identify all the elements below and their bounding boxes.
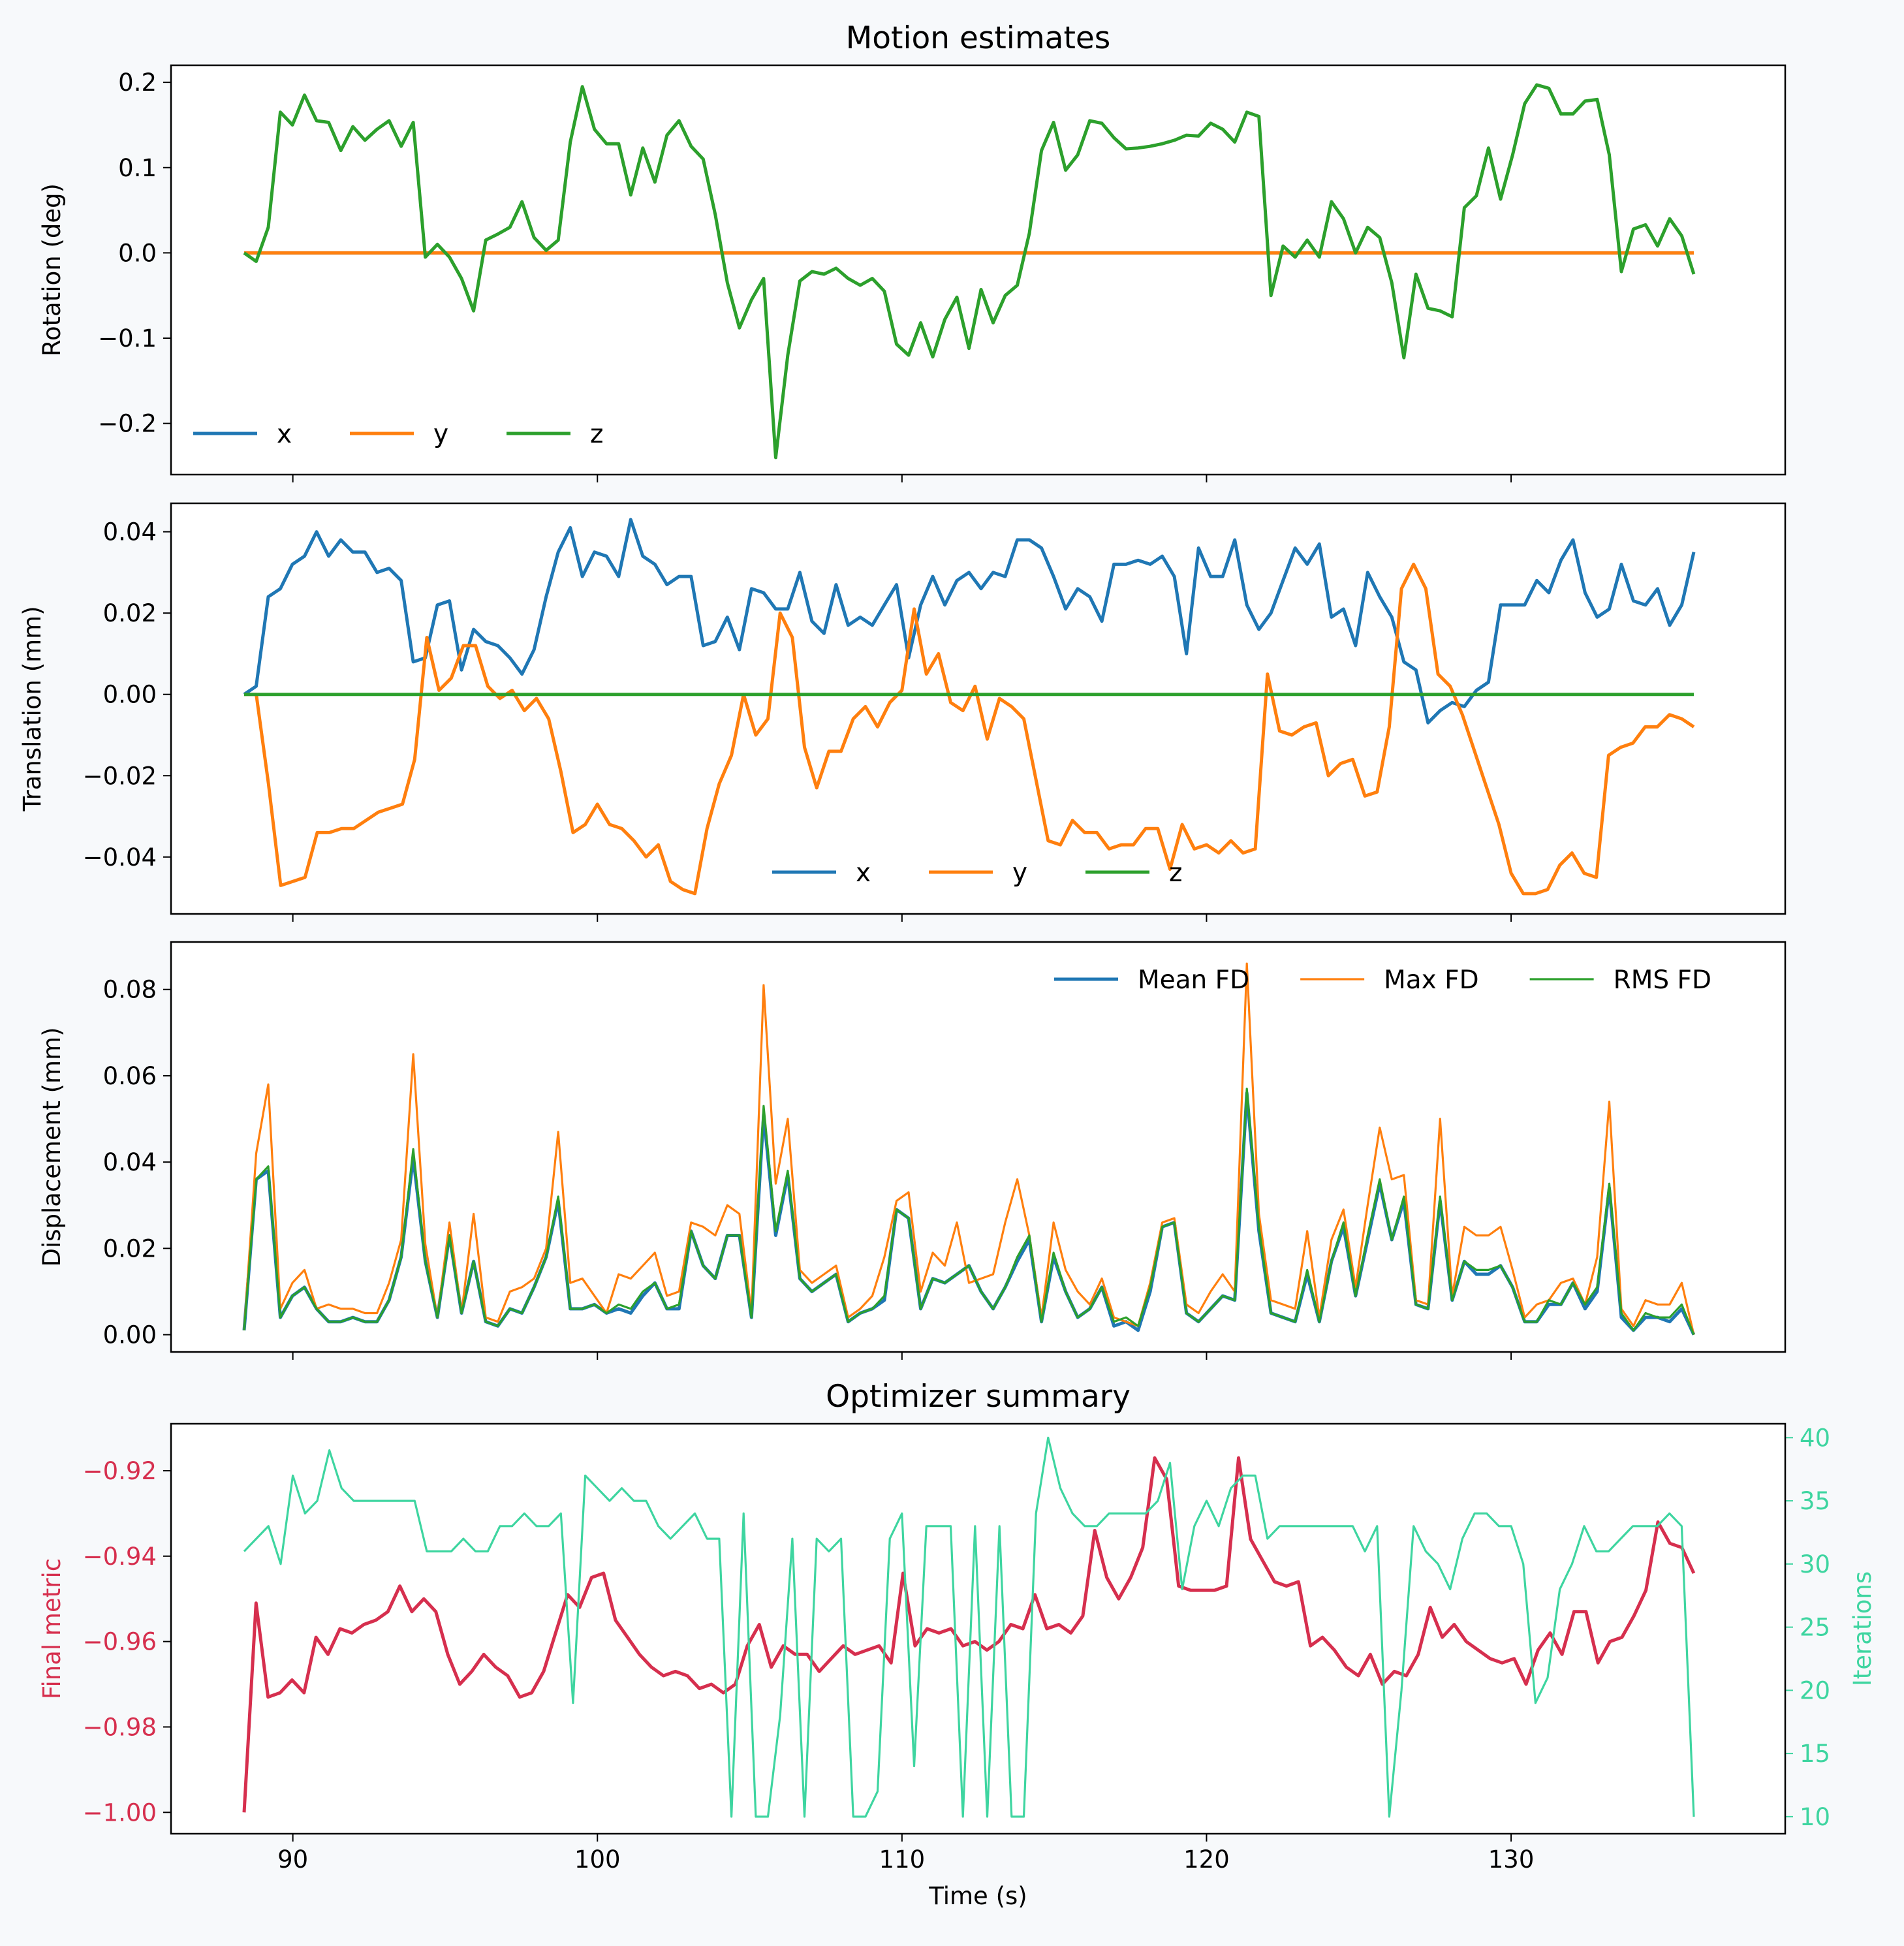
y-right-tick-label: 30: [1800, 1550, 1830, 1578]
y-right-tick-label: 40: [1800, 1424, 1830, 1452]
y-tick-label: 0.08: [103, 976, 157, 1004]
axes-frame: [170, 64, 1787, 476]
axes-frame: [170, 941, 1787, 1353]
series-line-final-metric: [242, 1456, 1696, 1813]
legend-item: x: [193, 420, 292, 449]
legend-label: x: [856, 858, 871, 888]
y-axis-label: Final metric: [38, 1558, 66, 1699]
y-tick-label: −0.94: [83, 1543, 157, 1571]
x-tick-label: 120: [1183, 1845, 1230, 1874]
axes-frame: [170, 1422, 1787, 1835]
plot-area: [171, 503, 1785, 914]
panel-2: −0.04 −0.02 0.00 0.02 0.04 Translation (mm) x y…: [18, 502, 1787, 922]
y-tick-label: −0.2: [98, 410, 157, 438]
chart-title: Optimizer summary: [826, 1379, 1131, 1415]
axes-frame: [170, 502, 1787, 915]
legend-item: RMS FD: [1529, 965, 1711, 995]
x-axis-label: Time (s): [928, 1882, 1027, 1910]
legend-item: Max FD: [1300, 965, 1479, 995]
legend: x y z: [193, 420, 603, 449]
legend: x y z: [772, 858, 1182, 888]
legend: Mean FD Max FD RMS FD: [1054, 965, 1711, 995]
series-line-z: [243, 83, 1696, 460]
series-group: [243, 518, 1696, 896]
legend-label: z: [590, 420, 603, 449]
y-tick-label: −0.98: [83, 1713, 157, 1741]
y-tick-label: 0.04: [103, 1148, 157, 1176]
x-tick-label: 100: [574, 1845, 621, 1874]
axes-root: −0.2 −0.1 0.0 0.1 0.2 Rotation (deg) Motion es…: [18, 20, 1877, 1910]
y-tick-label: 0.04: [103, 518, 157, 546]
legend-label: z: [1169, 858, 1182, 888]
panel-3: 0.00 0.02 0.04 0.06 0.08 Displacement (mm) Mea…: [38, 941, 1787, 1360]
legend-label: y: [433, 420, 448, 449]
legend-label: x: [277, 420, 292, 449]
legend-label: Mean FD: [1138, 965, 1249, 995]
legend-item: Mean FD: [1054, 965, 1249, 995]
y-right-tick-label: 35: [1800, 1487, 1830, 1515]
series-group: [243, 83, 1696, 460]
y-tick-label: 0.2: [118, 69, 157, 97]
series-group: [242, 962, 1696, 1336]
series-line-y: [244, 562, 1695, 896]
y-tick-label: 0.06: [103, 1062, 157, 1090]
y-tick-label: 0.0: [118, 239, 157, 267]
y-tick-label: −0.02: [83, 762, 157, 790]
y-tick-label: −0.96: [83, 1628, 157, 1656]
y-axis-label: Rotation (deg): [38, 183, 66, 356]
legend-item: x: [772, 858, 871, 888]
legend-item: y: [929, 858, 1027, 888]
plot-area: [171, 1424, 1785, 1834]
legend-item: z: [1085, 858, 1182, 888]
y-right-tick-label: 15: [1800, 1740, 1830, 1768]
x-tick-label: 110: [879, 1845, 926, 1874]
legend-item: z: [507, 420, 603, 449]
y-tick-label: 0.00: [103, 1321, 157, 1349]
panel-4: 90 100 110 120 130 −1.00 −0.98 −0.96 −0.94 −0.92 F…: [38, 1379, 1877, 1910]
y-right-axis-label: Iterations: [1849, 1571, 1877, 1686]
plot-area: [171, 942, 1785, 1352]
y-right-tick-label: 20: [1800, 1676, 1830, 1704]
series-line-iterations: [243, 1436, 1695, 1818]
y-right-tick-label: 10: [1800, 1803, 1830, 1831]
legend-label: RMS FD: [1614, 965, 1711, 995]
series-line-rms-fd: [243, 1088, 1695, 1336]
y-tick-label: 0.1: [118, 154, 157, 182]
x-tick-label: 130: [1488, 1845, 1535, 1874]
chart-title: Motion estimates: [846, 20, 1111, 56]
y-tick-label: 0.02: [103, 599, 157, 627]
y-tick-label: 0.00: [103, 681, 157, 709]
legend-label: y: [1012, 858, 1027, 888]
series-group: [242, 1436, 1696, 1818]
y-axis-label: Translation (mm): [18, 606, 46, 811]
x-tick-label: 90: [277, 1845, 308, 1874]
y-tick-label: −0.92: [83, 1457, 157, 1485]
y-axis-label: Displacement (mm): [38, 1027, 66, 1266]
y-tick-label: −1.00: [83, 1798, 157, 1827]
y-right-tick-label: 25: [1800, 1614, 1830, 1642]
legend-item: y: [350, 420, 448, 449]
y-tick-label: −0.1: [98, 324, 157, 353]
legend-label: Max FD: [1384, 965, 1479, 995]
y-tick-label: 0.02: [103, 1234, 157, 1263]
series-line-x: [243, 518, 1696, 725]
y-tick-label: −0.04: [83, 843, 157, 871]
panel-1: −0.2 −0.1 0.0 0.1 0.2 Rotation (deg) Motion es…: [38, 20, 1787, 482]
